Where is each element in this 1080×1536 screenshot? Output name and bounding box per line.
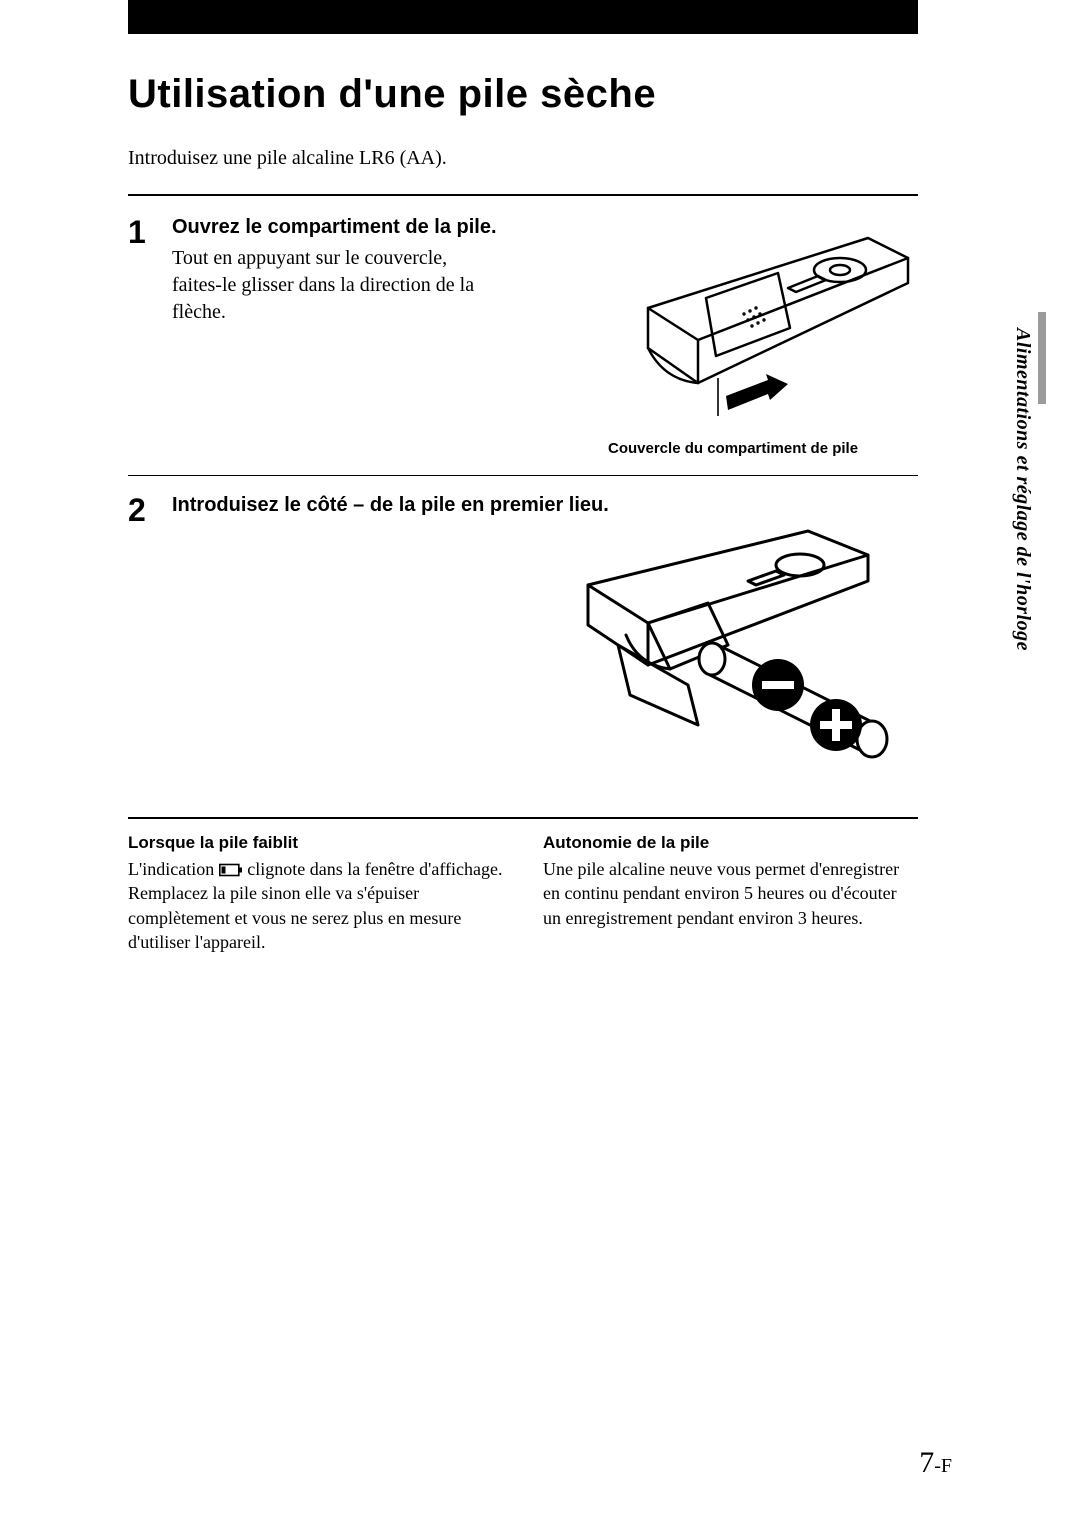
side-marker: [1038, 312, 1046, 404]
battery-insertion-illustration: [578, 525, 918, 785]
page-title: Utilisation d'une pile sèche: [128, 72, 918, 117]
col-right: Autonomie de la pile Une pile alcaline n…: [543, 833, 918, 954]
page-content: Utilisation d'une pile sèche Introduisez…: [128, 72, 918, 954]
step-1: 1 Ouvrez le compartiment de la pile. Tou…: [128, 216, 918, 457]
step-2-heading: Introduisez le côté – de la pile en prem…: [172, 494, 918, 517]
left-p1-b: clignote dans la fenêtre d'affichage.: [247, 859, 502, 879]
step-2: 2 Introduisez le côté – de la pile en pr…: [128, 494, 918, 785]
rule-bottom: [128, 817, 918, 819]
left-heading: Lorsque la pile faiblit: [128, 833, 503, 853]
step-1-figure: Couvercle du compartiment de pile: [608, 228, 918, 457]
step-2-figure: [172, 525, 918, 785]
right-para: Une pile alcaline neuve vous permet d'en…: [543, 857, 918, 930]
side-tab-label: Alimentations et réglage de l'horloge: [1011, 328, 1034, 651]
rule-top: [128, 194, 918, 196]
intro-text: Introduisez une pile alcaline LR6 (AA).: [128, 147, 918, 170]
step-1-text: Tout en appuyant sur le couvercle, faite…: [172, 245, 502, 326]
col-left: Lorsque la pile faiblit L'indication cli…: [128, 833, 503, 954]
step-1-caption: Couvercle du compartiment de pile: [608, 440, 918, 457]
page-number-suffix: -F: [934, 1455, 952, 1477]
step-1-heading: Ouvrez le compartiment de la pile.: [172, 216, 502, 239]
battery-low-icon: [219, 863, 243, 877]
step-1-number: 1: [128, 216, 156, 457]
right-heading: Autonomie de la pile: [543, 833, 918, 853]
page-number-main: 7: [919, 1446, 934, 1479]
page-number: 7-F: [919, 1446, 952, 1480]
step-2-number: 2: [128, 494, 156, 785]
device-cover-illustration: [608, 228, 918, 428]
bottom-columns: Lorsque la pile faiblit L'indication cli…: [128, 833, 918, 954]
header-tab: [128, 0, 918, 34]
left-p1-a: L'indication: [128, 859, 219, 879]
left-para-2: Remplacez la pile sinon elle va s'épuise…: [128, 881, 503, 954]
rule-mid: [128, 475, 918, 476]
left-para-1: L'indication clignote dans la fenêtre d'…: [128, 857, 503, 881]
